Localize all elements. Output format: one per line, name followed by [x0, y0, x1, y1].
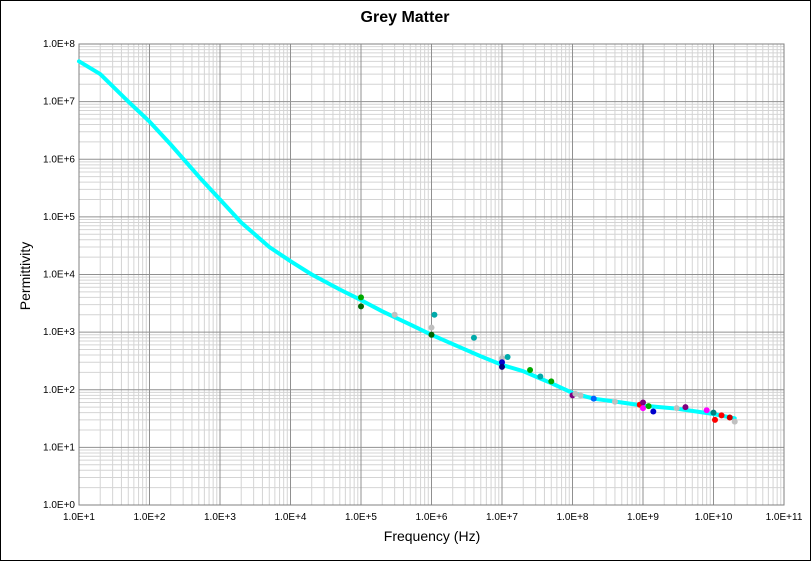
- major-gridlines: [78, 43, 785, 506]
- y-tick-label: 1.0E+3: [43, 327, 75, 338]
- x-tick-label: 1.0E+11: [766, 512, 803, 523]
- data-point: [718, 412, 725, 419]
- data-point: [499, 363, 505, 370]
- data-point: [710, 409, 717, 416]
- data-point: [682, 404, 689, 411]
- x-tick-label: 1.0E+9: [627, 512, 659, 523]
- data-point: [431, 311, 438, 318]
- y-tick-label: 1.0E+8: [43, 39, 75, 50]
- x-tick-label: 1.0E+2: [134, 512, 166, 523]
- data-point: [640, 405, 646, 412]
- data-point: [428, 324, 435, 331]
- chart-title: Grey Matter: [361, 9, 450, 26]
- data-point: [731, 418, 738, 425]
- data-point: [537, 373, 544, 380]
- y-tick-label: 1.0E+5: [43, 212, 75, 223]
- x-tick-label: 1.0E+3: [204, 512, 236, 523]
- x-tick-label: 1.0E+8: [557, 512, 589, 523]
- y-tick-labels: 1.0E+0 1.0E+1 1.0E+2 1.0E+3 1.0E+4 1.0E+5 1.0E…: [43, 39, 75, 511]
- data-point: [703, 407, 710, 414]
- y-axis-label: Permittivity: [17, 242, 33, 310]
- data-point: [428, 331, 435, 338]
- y-tick-label: 1.0E+6: [43, 154, 75, 165]
- data-point: [590, 395, 597, 402]
- y-tick-label: 1.0E+1: [43, 442, 75, 453]
- data-point: [711, 416, 718, 423]
- series-line-group: [77, 59, 737, 421]
- data-point: [548, 378, 555, 385]
- data-point: [650, 408, 657, 415]
- y-tick-label: 1.0E+2: [43, 385, 75, 396]
- x-tick-label: 1.0E+10: [695, 512, 733, 523]
- x-tick-label: 1.0E+1: [63, 512, 95, 523]
- data-point: [391, 311, 398, 318]
- data-point: [504, 354, 511, 361]
- data-point: [358, 294, 364, 301]
- data-point: [611, 398, 618, 405]
- data-point: [673, 405, 680, 412]
- series-line: [77, 59, 737, 421]
- data-point: [726, 414, 733, 421]
- data-point: [358, 303, 364, 310]
- y-tick-label: 1.0E+0: [43, 500, 75, 511]
- data-point: [645, 403, 652, 410]
- x-tick-label: 1.0E+7: [486, 512, 518, 523]
- data-point: [572, 390, 579, 397]
- data-point: [577, 392, 584, 399]
- data-point: [470, 334, 477, 341]
- data-point: [640, 399, 646, 406]
- y-tick-label: 1.0E+4: [43, 270, 75, 281]
- x-axis-label: Frequency (Hz): [384, 528, 480, 544]
- x-tick-label: 1.0E+6: [416, 512, 448, 523]
- x-tick-label: 1.0E+5: [345, 512, 377, 523]
- y-tick-label: 1.0E+7: [43, 97, 75, 108]
- plot-area: [78, 43, 785, 506]
- data-point: [527, 367, 534, 374]
- x-tick-label: 1.0E+4: [275, 512, 307, 523]
- x-tick-labels: 1.0E+1 1.0E+2 1.0E+3 1.0E+4 1.0E+5 1.0E+6 1.0E…: [63, 512, 803, 523]
- scatter-points-group: [358, 294, 738, 425]
- data-point: [499, 359, 505, 366]
